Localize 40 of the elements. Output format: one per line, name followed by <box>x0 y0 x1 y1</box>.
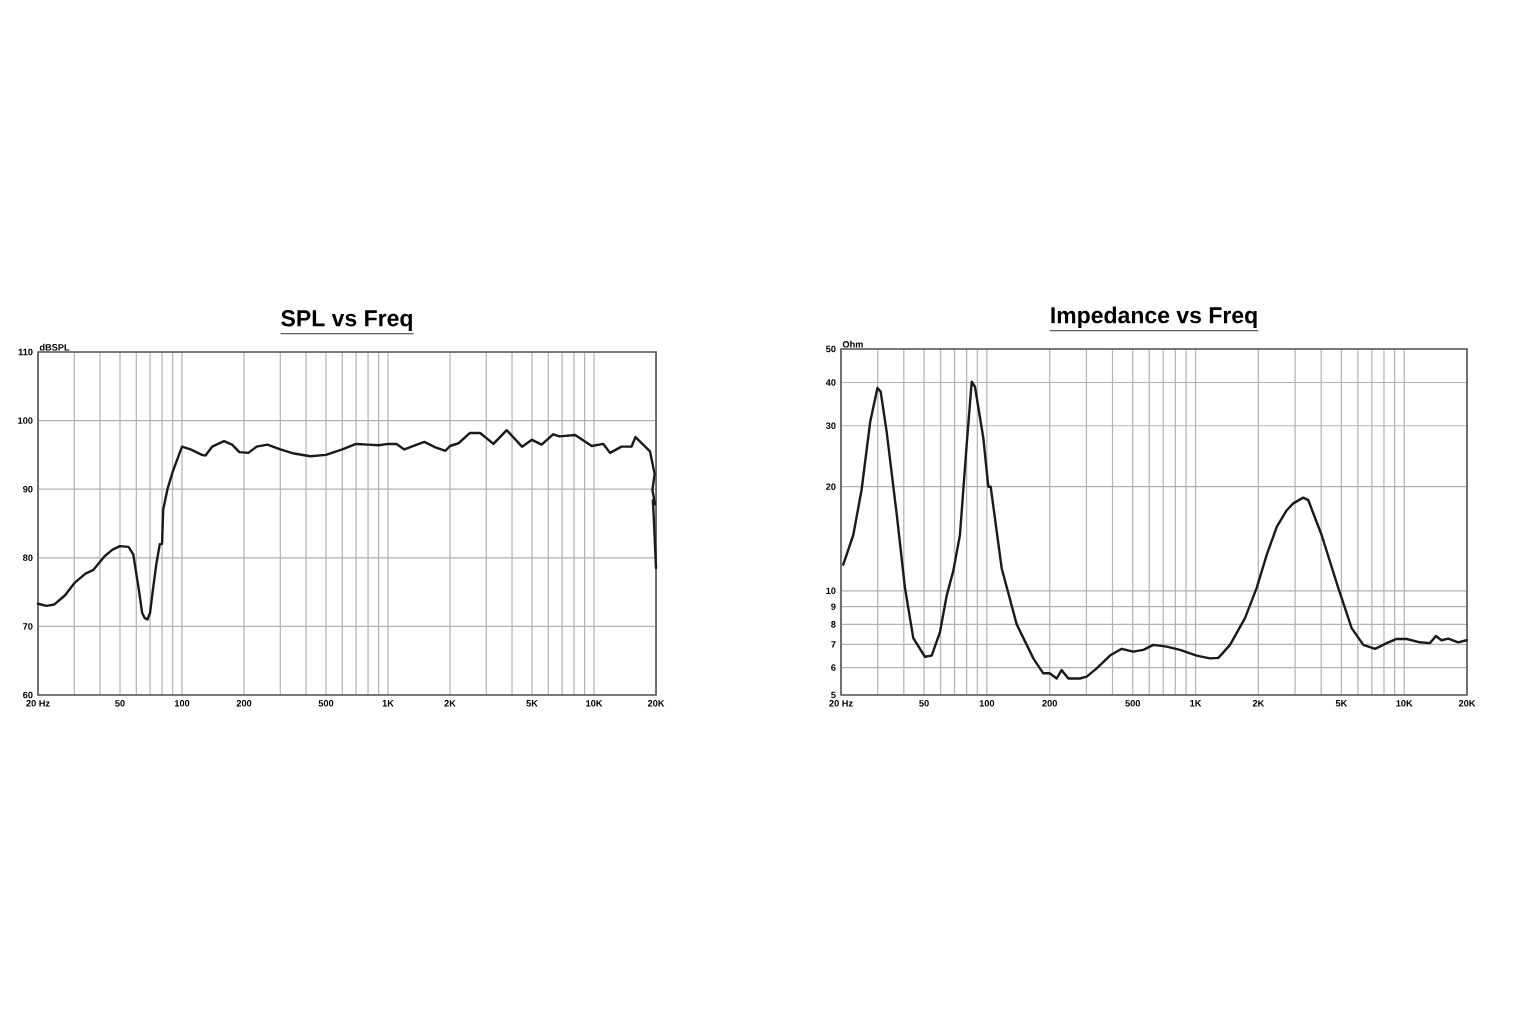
x-tick-label: 5K <box>1335 700 1348 707</box>
x-tick-label: 500 <box>1125 700 1141 707</box>
y-tick-label: 6 <box>831 664 836 671</box>
x-tick-label: 20 Hz <box>829 700 853 707</box>
x-tick-label: 200 <box>236 700 252 707</box>
y-tick-label: 8 <box>831 621 836 628</box>
x-tick-label: 100 <box>979 700 995 707</box>
y-tick-label: 60 <box>23 691 33 699</box>
x-tick-label: 2K <box>444 700 456 707</box>
x-tick-label: 2K <box>1252 700 1265 707</box>
x-tick-label: 10K <box>586 700 603 707</box>
y-tick-label: 110 <box>18 348 33 356</box>
y-tick-label: 30 <box>825 422 836 430</box>
x-tick-label: 20K <box>647 700 665 707</box>
chart-title: SPL vs Freq <box>281 310 412 331</box>
x-tick-label: 50 <box>115 700 125 707</box>
y-tick-label: 40 <box>825 379 836 386</box>
x-tick-label: 500 <box>318 700 334 707</box>
y-tick-label: 9 <box>831 603 836 610</box>
y-tick-label: 70 <box>23 623 33 630</box>
y-tick-label: 5 <box>831 691 836 699</box>
x-tick-label: 50 <box>919 700 929 707</box>
y-tick-label: 20 <box>826 483 836 490</box>
y-tick-label: 80 <box>22 554 33 562</box>
x-tick-label: 5K <box>526 700 538 707</box>
y-tick-label: 100 <box>18 417 33 424</box>
x-tick-label: 10K <box>1396 700 1413 707</box>
y-tick-label: 50 <box>826 345 836 353</box>
y-tick-label: 90 <box>23 485 33 493</box>
y-tick-label: 7 <box>831 641 836 648</box>
y-axis-title: Ohm <box>842 340 863 348</box>
x-tick-label: 1K <box>382 700 394 707</box>
chart-title: Impedance vs Freq <box>1051 306 1257 328</box>
x-tick-label: 20 Hz <box>26 700 50 707</box>
x-tick-label: 20K <box>1458 700 1476 707</box>
x-tick-label: 100 <box>174 700 190 707</box>
y-axis-title: dBSPL <box>39 343 70 351</box>
x-tick-label: 200 <box>1042 700 1057 707</box>
x-tick-label: 1K <box>1190 700 1202 707</box>
y-tick-label: 10 <box>826 587 836 595</box>
